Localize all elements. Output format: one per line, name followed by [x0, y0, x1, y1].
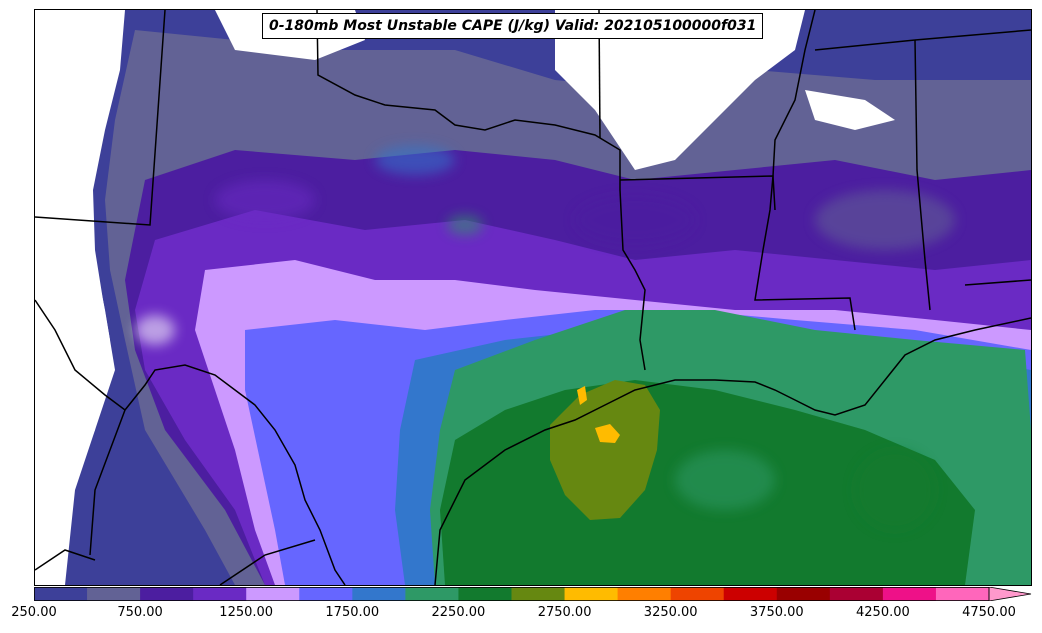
colorbar-segment: [405, 587, 459, 601]
cape-map: [35, 10, 1031, 585]
colorbar-segment: [564, 587, 619, 601]
colorbar-segment: [458, 587, 512, 601]
colorbar-segment: [723, 587, 778, 601]
colorbar-tick-label: 2250.00: [431, 605, 486, 620]
boundaries: [35, 10, 1031, 585]
colorbar-tick-label: 1750.00: [325, 605, 380, 620]
colorbar-tick-label: 1250.00: [219, 605, 274, 620]
state-border: [772, 10, 816, 177]
colorbar-segment: [140, 587, 194, 601]
map-title: 0-180mb Most Unstable CAPE (J/kg) Valid:…: [262, 13, 764, 39]
colorbar-tick-label: 4250.00: [856, 605, 910, 620]
colorbar-tick-label: 3250.00: [643, 605, 698, 620]
colorbar-segment: [87, 587, 141, 601]
colorbar-segment: [352, 587, 406, 601]
colorbar-segment: [776, 587, 831, 601]
colorbar-outline: [34, 587, 990, 601]
colorbar-extend-arrow: [988, 587, 1032, 601]
state-border: [89, 409, 126, 556]
state-border: [914, 39, 931, 311]
state-border: [219, 539, 316, 585]
map-panel: [34, 9, 1032, 586]
no-data-area: [35, 220, 115, 585]
colorbar-segment: [511, 587, 566, 601]
state-border: [814, 39, 916, 51]
colorbar-segment: [34, 587, 88, 601]
state-border: [35, 10, 166, 226]
state-border: [964, 279, 1031, 286]
colorbar-tick-label: 250.00: [11, 605, 57, 620]
state-border: [35, 549, 96, 571]
coastline: [434, 317, 1031, 585]
colorbar-tick-label: 750.00: [117, 605, 163, 620]
no-data-area: [805, 90, 895, 130]
cape-band-2750: [595, 424, 620, 443]
colorbar-segment: [882, 587, 937, 601]
colorbar-tick-label: 2750.00: [537, 605, 592, 620]
colorbar-segment: [670, 587, 725, 601]
colorbar: [34, 587, 1032, 601]
colorbar-segment: [935, 587, 990, 601]
cape-band-2500: [550, 380, 660, 520]
colorbar-segment: [829, 587, 884, 601]
cape-texture: [135, 145, 955, 530]
no-data-area: [555, 10, 805, 170]
colorbar-segment: [246, 587, 300, 601]
colorbar-tick-label: 4750.00: [962, 605, 1016, 620]
colorbar-segment: [299, 587, 353, 601]
state-border: [316, 10, 621, 190]
state-border: [754, 175, 856, 331]
colorbar-segment: [193, 587, 247, 601]
cape-band-2750: [577, 386, 587, 405]
colorbar-tick-label: 3750.00: [749, 605, 804, 620]
national-border: [35, 299, 346, 585]
state-border: [914, 29, 1031, 41]
colorbar-segment: [617, 587, 672, 601]
state-border: [619, 189, 646, 371]
